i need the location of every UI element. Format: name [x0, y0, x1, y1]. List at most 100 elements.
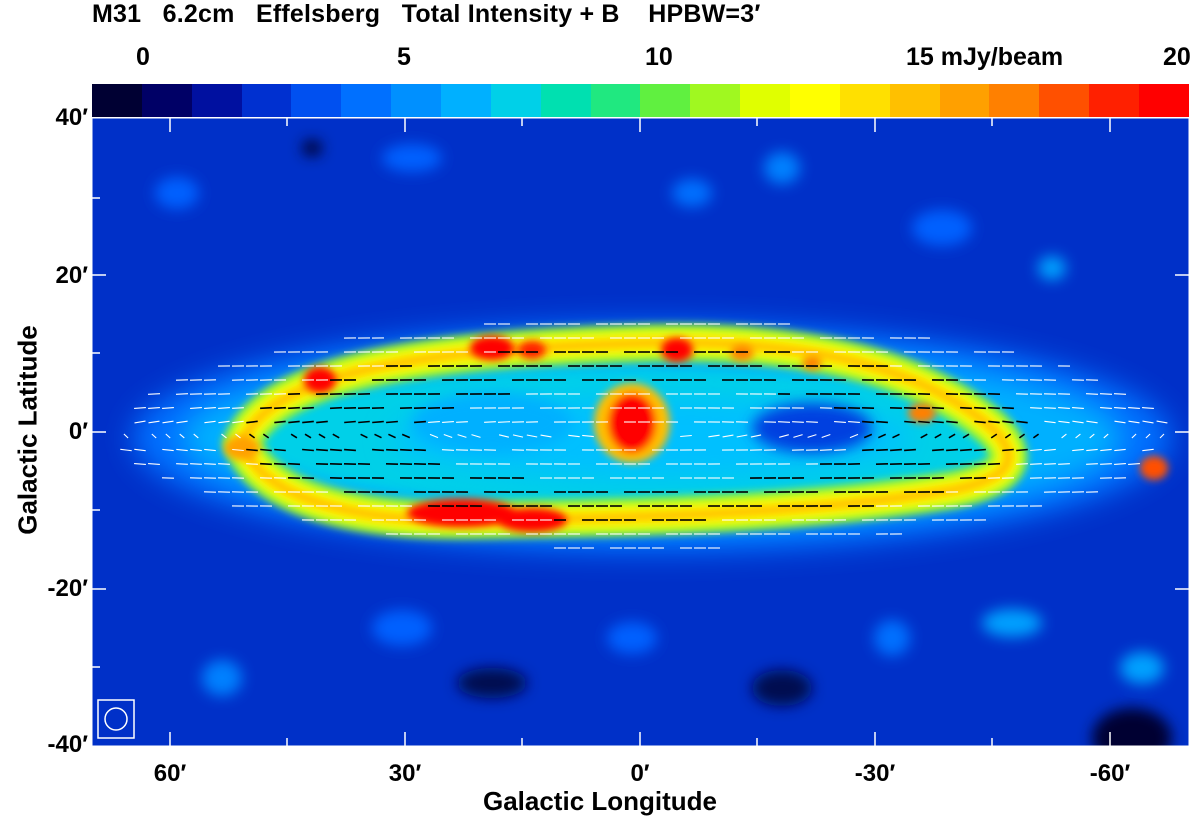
b-vector	[946, 420, 958, 424]
b-vector	[526, 434, 538, 438]
b-vector	[260, 448, 272, 452]
b-vector	[218, 407, 230, 409]
b-vector	[262, 433, 270, 439]
b-vector	[863, 433, 873, 439]
b-vector	[372, 420, 384, 424]
b-vector	[318, 433, 326, 439]
b-vector	[1100, 407, 1112, 409]
title-beam: HPBW=3′	[648, 0, 761, 28]
b-vector	[316, 420, 328, 424]
b-vector	[428, 421, 440, 423]
b-vector	[442, 421, 454, 423]
b-vector	[260, 462, 272, 466]
b-vector	[834, 421, 846, 423]
b-vector	[876, 420, 888, 424]
b-vector	[151, 433, 157, 439]
b-vector	[1072, 407, 1084, 409]
b-vector	[304, 433, 312, 439]
xtick-30: 30′	[388, 760, 422, 787]
colorbar-segment	[889, 84, 940, 117]
b-vector	[1128, 463, 1140, 465]
b-vector	[134, 420, 146, 424]
colorbar-tick-5: 5	[397, 43, 411, 71]
b-vector	[1016, 420, 1028, 424]
title-wavelength: 6.2cm	[162, 0, 235, 28]
b-vector	[1044, 463, 1056, 465]
xtick-neg60: -60′	[1089, 760, 1131, 787]
b-vector	[821, 433, 831, 439]
b-vector	[274, 406, 286, 410]
title-object: M31	[92, 0, 142, 28]
b-vector	[1044, 407, 1056, 409]
colorbar-tick-0: 0	[136, 43, 150, 71]
b-vector	[1159, 433, 1165, 439]
ytick-0: 0′	[68, 418, 88, 445]
b-vector	[1002, 420, 1014, 424]
x-axis-title: Galactic Longitude	[482, 786, 718, 816]
b-vector	[386, 448, 398, 452]
b-vector	[582, 434, 594, 438]
b-vector	[862, 420, 874, 424]
b-vector	[722, 434, 734, 438]
b-vector	[1002, 406, 1014, 410]
b-vector	[344, 420, 356, 424]
b-vector	[876, 448, 888, 452]
colorbar-segment	[540, 84, 591, 117]
colorbar-tick-15: 15 mJy/beam	[906, 43, 1064, 71]
b-vector	[1156, 420, 1168, 424]
b-vector	[193, 433, 199, 439]
b-vector	[1044, 448, 1056, 452]
b-vector	[1058, 407, 1070, 409]
b-vector	[273, 462, 287, 466]
b-vector	[1030, 407, 1042, 409]
colorbar-segment	[790, 84, 840, 117]
b-vector	[736, 434, 748, 438]
b-vector	[990, 433, 998, 439]
b-vector	[960, 406, 972, 410]
title-product: Total Intensity + B	[401, 0, 620, 28]
b-vector	[877, 433, 887, 439]
b-vector	[1058, 420, 1070, 424]
b-vector	[148, 407, 160, 409]
b-vector	[248, 433, 256, 439]
b-vector	[792, 421, 804, 423]
ytick-40: 40′	[55, 104, 88, 131]
b-vector	[1100, 463, 1112, 465]
b-vector	[1030, 448, 1042, 452]
colorbar-segment	[640, 84, 691, 117]
b-vector	[235, 433, 241, 439]
b-vector	[221, 433, 227, 439]
b-vector	[147, 393, 161, 395]
b-vector	[680, 434, 692, 438]
b-vector	[123, 433, 129, 439]
b-vector	[134, 407, 146, 409]
b-vector	[1072, 420, 1084, 424]
b-vector	[302, 420, 314, 424]
b-vector	[374, 433, 382, 439]
b-vector	[246, 463, 258, 465]
b-vector	[302, 448, 314, 452]
b-vector	[1142, 420, 1154, 424]
b-vector	[1103, 433, 1109, 439]
b-vector	[386, 420, 398, 424]
b-vector	[1032, 433, 1040, 439]
colorbar-segment	[441, 84, 491, 117]
b-vector	[260, 406, 272, 410]
b-vector	[162, 448, 174, 452]
colorbar-segment	[989, 84, 1040, 117]
b-vector	[849, 433, 859, 439]
xtick-60: 60′	[153, 760, 187, 787]
b-vector	[974, 406, 986, 410]
b-vector	[974, 420, 986, 424]
b-vector	[497, 421, 511, 423]
colorbar-segment	[391, 84, 442, 117]
xtick-neg30: -30′	[854, 760, 896, 787]
b-vector	[176, 463, 188, 465]
beam-circle-icon	[97, 699, 135, 739]
b-vector	[1086, 420, 1098, 424]
b-vector	[162, 407, 174, 409]
b-vector	[204, 420, 216, 424]
b-vector	[918, 420, 930, 424]
b-field-vectors	[120, 323, 1168, 549]
b-vector	[1086, 448, 1098, 452]
